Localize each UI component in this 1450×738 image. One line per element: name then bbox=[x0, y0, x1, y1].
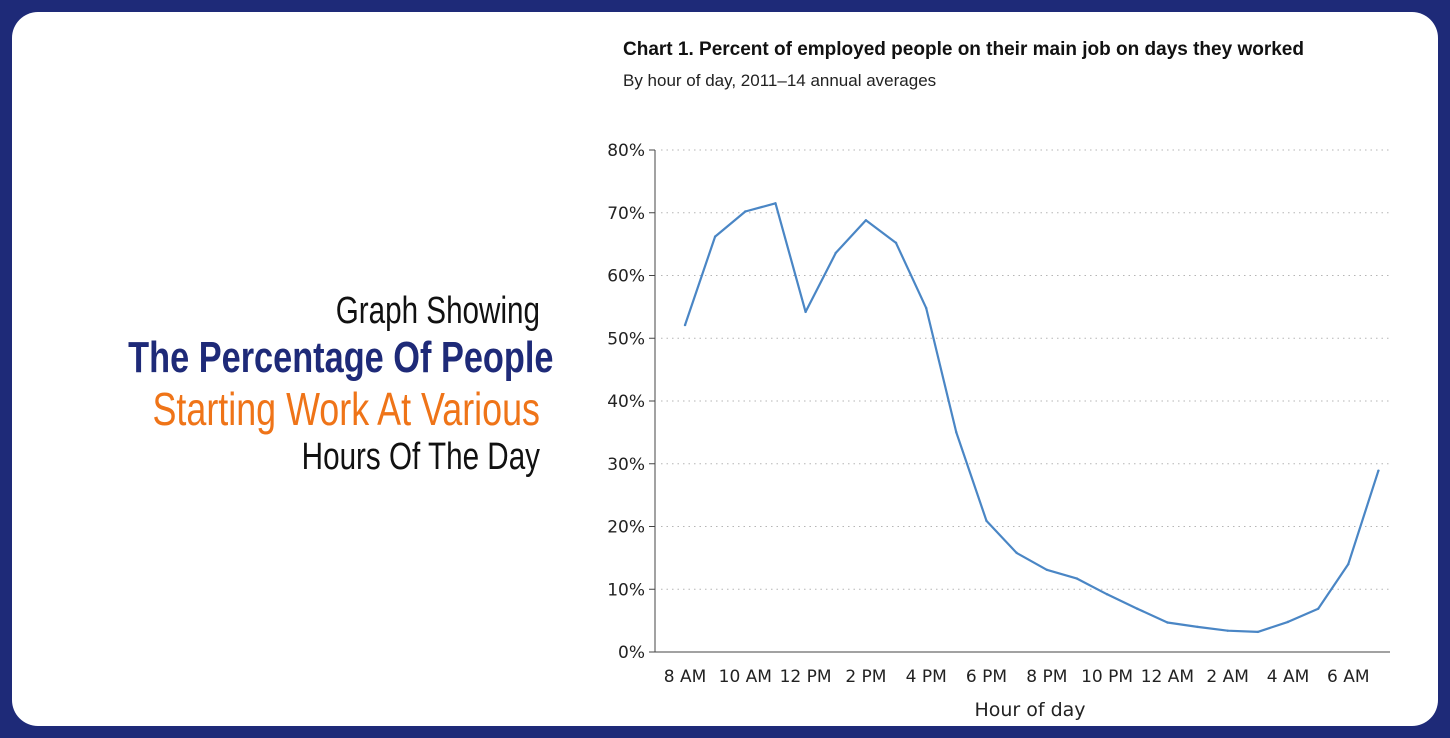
data-point bbox=[925, 306, 928, 310]
x-tick-labels: 8 AM 10 AM 12 PM 2 PM 4 PM 6 PM 8 PM 10 PM 12 AM… bbox=[664, 667, 1370, 687]
y-tick-label: 40% bbox=[607, 392, 645, 412]
data-point bbox=[683, 323, 687, 327]
data-point bbox=[713, 235, 717, 238]
data-point bbox=[1136, 607, 1139, 610]
x-tick-label: 12 AM bbox=[1141, 667, 1194, 687]
headline-line-3: Starting Work At Various bbox=[152, 383, 540, 435]
y-tick-label: 70% bbox=[607, 204, 645, 224]
y-tick-label: 50% bbox=[607, 329, 645, 349]
headline-line-2: The Percentage Of People bbox=[128, 333, 554, 382]
gridlines bbox=[661, 149, 1390, 590]
x-axis-label: Hour of day bbox=[974, 699, 1085, 721]
data-point bbox=[1377, 469, 1380, 472]
headline-line-4: Hours Of The Day bbox=[301, 436, 540, 478]
y-tick-label: 60% bbox=[607, 267, 645, 287]
data-point bbox=[804, 310, 807, 314]
data-point bbox=[774, 202, 777, 205]
x-tick-label: 12 PM bbox=[780, 667, 832, 687]
data-point bbox=[955, 431, 958, 434]
data-point bbox=[1226, 629, 1229, 632]
data-point bbox=[1105, 593, 1109, 596]
x-tick-label: 8 AM bbox=[664, 667, 707, 687]
data-point bbox=[894, 241, 898, 245]
y-tick-label: 0% bbox=[618, 643, 645, 663]
data-point bbox=[744, 210, 747, 213]
y-tick-label: 10% bbox=[607, 580, 645, 600]
data-point bbox=[1075, 577, 1079, 580]
data-point bbox=[1316, 607, 1320, 610]
y-tick-label: 30% bbox=[607, 455, 645, 475]
y-tick-labels: 0% 10% 20% 30% 40% 50% 60% 70% 80% bbox=[607, 141, 645, 663]
x-tick-label: 4 PM bbox=[906, 667, 947, 687]
x-tick-label: 8 PM bbox=[1026, 667, 1067, 687]
data-point bbox=[834, 251, 837, 255]
series-line bbox=[683, 202, 1380, 634]
content-card: Graph Showing The Percentage Of People S… bbox=[12, 12, 1438, 726]
x-tick-label: 10 AM bbox=[719, 667, 772, 687]
headline-line-1: Graph Showing bbox=[335, 290, 540, 332]
data-point bbox=[1256, 630, 1260, 634]
y-tick-label: 80% bbox=[607, 141, 645, 161]
headline: Graph Showing The Percentage Of People S… bbox=[12, 290, 554, 478]
x-tick-label: 6 AM bbox=[1327, 667, 1370, 687]
series-group bbox=[683, 202, 1380, 634]
x-tick-label: 2 PM bbox=[845, 667, 886, 687]
x-tick-label: 10 PM bbox=[1081, 667, 1133, 687]
chart-title: Chart 1. Percent of employed people on t… bbox=[623, 39, 1304, 60]
line-chart: 0% 10% 20% 30% 40% 50% 60% 70% 80% 8 AM 10 AM 12 P… bbox=[607, 141, 1390, 721]
axes bbox=[649, 149, 1390, 653]
data-point bbox=[985, 519, 988, 523]
data-point bbox=[864, 219, 868, 222]
x-tick-label: 2 AM bbox=[1206, 667, 1249, 687]
y-tick-label: 20% bbox=[607, 518, 645, 538]
data-point bbox=[1045, 568, 1049, 571]
data-point bbox=[1166, 621, 1169, 624]
x-tick-label: 6 PM bbox=[966, 667, 1007, 687]
data-point bbox=[1196, 625, 1199, 629]
data-point bbox=[1286, 620, 1290, 624]
data-point bbox=[1015, 551, 1018, 555]
x-tick-label: 4 AM bbox=[1267, 667, 1310, 687]
chart-subtitle: By hour of day, 2011–14 annual averages bbox=[623, 71, 937, 90]
data-point bbox=[1347, 562, 1350, 566]
